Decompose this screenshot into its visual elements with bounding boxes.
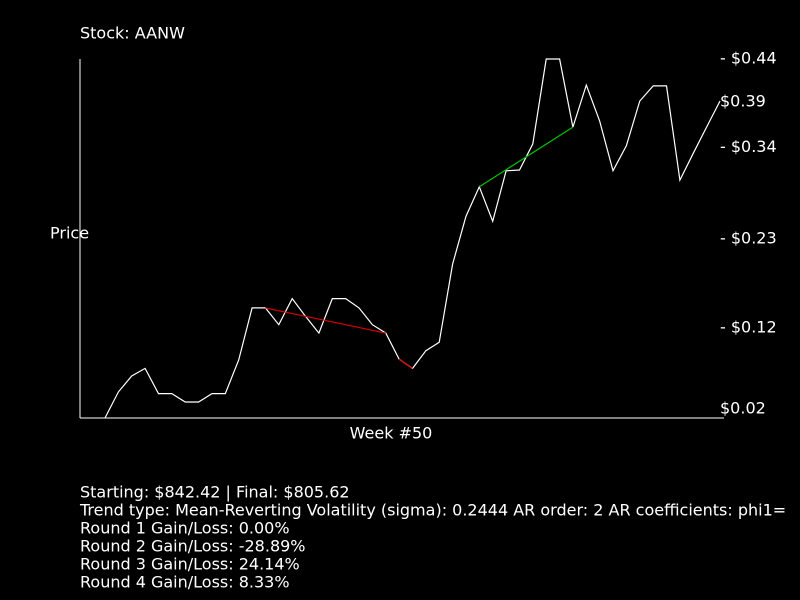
y-tick-label: - $0.23 xyxy=(720,228,777,247)
trend-line xyxy=(398,358,413,369)
y-tick-label: - $0.44 xyxy=(720,49,777,68)
trend-line xyxy=(478,126,574,188)
y-tick-label: $0.02 xyxy=(720,398,766,417)
info-line: Round 1 Gain/Loss: 0.00% xyxy=(80,519,290,538)
y-tick-label: - $0.12 xyxy=(720,318,777,337)
info-line: Round 3 Gain/Loss: 24.14% xyxy=(80,555,300,574)
info-line: Round 2 Gain/Loss: -28.89% xyxy=(80,537,306,556)
info-line: Trend type: Mean-Reverting Volatility (s… xyxy=(79,501,786,520)
y-tick-label: $0.39 xyxy=(720,91,766,110)
info-line: Round 4 Gain/Loss: 8.33% xyxy=(80,573,290,592)
x-axis-label: Week #50 xyxy=(350,424,433,443)
y-tick-label: - $0.34 xyxy=(720,137,777,156)
y-axis-label: Price xyxy=(50,224,89,243)
chart-title: Stock: AANW xyxy=(80,24,185,43)
info-line: Starting: $842.42 | Final: $805.62 xyxy=(80,483,350,502)
info-panel: Starting: $842.42 | Final: $805.62Trend … xyxy=(79,483,786,592)
trend-line xyxy=(265,307,386,334)
